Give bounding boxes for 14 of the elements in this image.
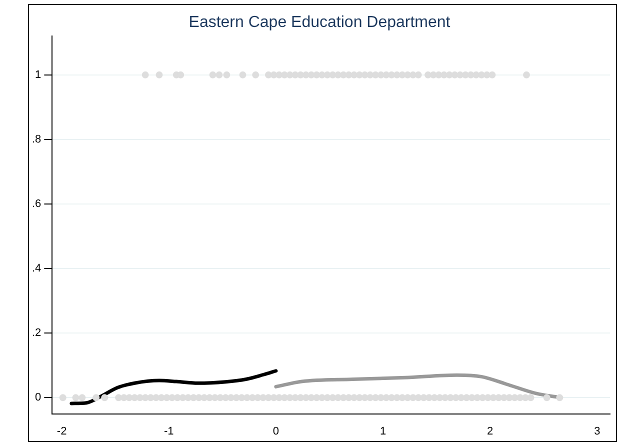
x-tick-label: -2 [56,425,67,438]
y-tick-label: 1 [35,68,42,81]
x-tick-label: 2 [487,425,494,438]
x-tick-label: 0 [272,425,280,438]
y-tick-label: .6 [32,198,42,210]
y-tick-label: 0 [35,392,42,404]
y-tick-label: .2 [32,327,42,340]
chart-title: Eastern Cape Education Department [188,14,451,32]
y-tick-label: .8 [32,134,42,146]
x-tick-label: 1 [380,425,386,438]
y-tick-label: .4 [32,262,42,275]
x-tick-label: 3 [594,425,600,438]
line-series [70,369,278,406]
x-tick-label: -1 [164,425,174,438]
